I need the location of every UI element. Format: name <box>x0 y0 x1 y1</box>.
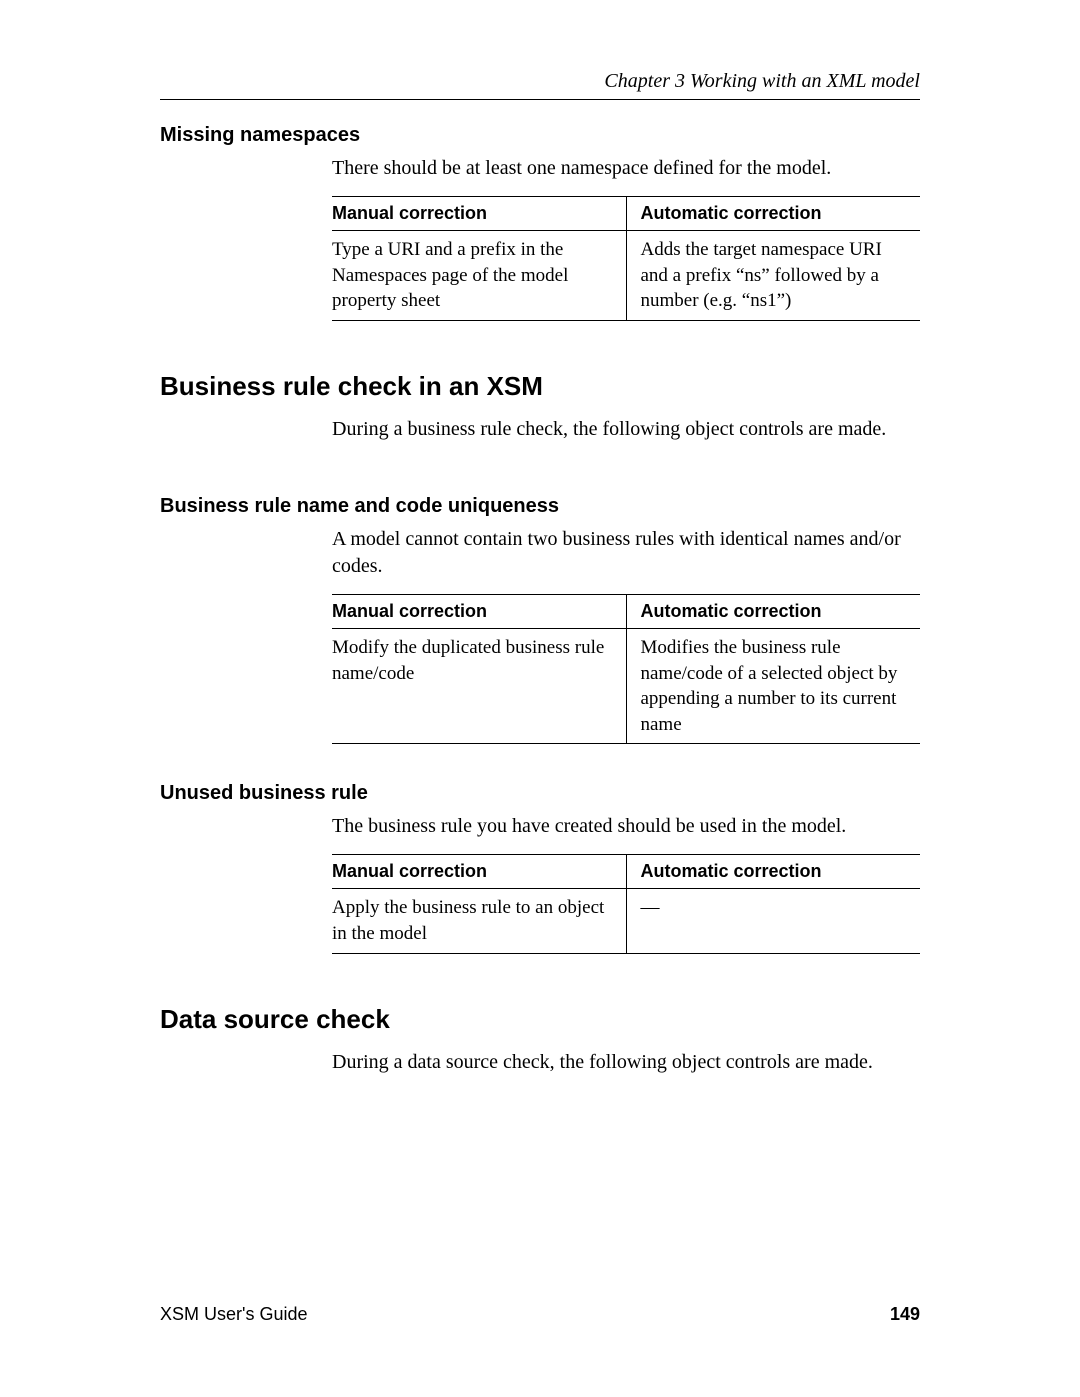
heading-unused-business-rule: Unused business rule <box>160 782 920 805</box>
th-auto: Automatic correction <box>626 855 920 889</box>
page-footer: XSM User's Guide 149 <box>160 1304 920 1325</box>
heading-missing-namespaces: Missing namespaces <box>160 124 920 147</box>
td-manual: Type a URI and a prefix in the Namespace… <box>332 231 626 321</box>
td-manual: Modify the duplicated business rule name… <box>332 628 626 744</box>
table-br-uniqueness: Manual correction Automatic correction M… <box>332 594 920 745</box>
th-manual: Manual correction <box>332 197 626 231</box>
running-header: Chapter 3 Working with an XML model <box>160 70 920 93</box>
table-unused-business-rule: Manual correction Automatic correction A… <box>332 854 920 953</box>
intro-unused-business-rule: The business rule you have created shoul… <box>332 813 920 840</box>
td-manual: Apply the business rule to an object in … <box>332 889 626 953</box>
intro-missing-namespaces: There should be at least one namespace d… <box>332 155 920 182</box>
footer-guide: XSM User's Guide <box>160 1304 307 1325</box>
footer-page-number: 149 <box>890 1304 920 1325</box>
heading-business-rule-check: Business rule check in an XSM <box>160 371 920 402</box>
intro-data-source-check: During a data source check, the followin… <box>332 1049 920 1076</box>
table-missing-namespaces: Manual correction Automatic correction T… <box>332 196 920 321</box>
intro-business-rule-check: During a business rule check, the follow… <box>332 416 920 443</box>
th-auto: Automatic correction <box>626 197 920 231</box>
heading-br-uniqueness: Business rule name and code uniqueness <box>160 495 920 518</box>
page: Chapter 3 Working with an XML model Miss… <box>0 0 1080 1397</box>
th-manual: Manual correction <box>332 855 626 889</box>
header-rule <box>160 99 920 100</box>
th-auto: Automatic correction <box>626 594 920 628</box>
td-auto: Modifies the business rule name/code of … <box>626 628 920 744</box>
td-auto: — <box>626 889 920 953</box>
th-manual: Manual correction <box>332 594 626 628</box>
td-auto: Adds the target namespace URI and a pref… <box>626 231 920 321</box>
heading-data-source-check: Data source check <box>160 1004 920 1035</box>
intro-br-uniqueness: A model cannot contain two business rule… <box>332 526 920 580</box>
